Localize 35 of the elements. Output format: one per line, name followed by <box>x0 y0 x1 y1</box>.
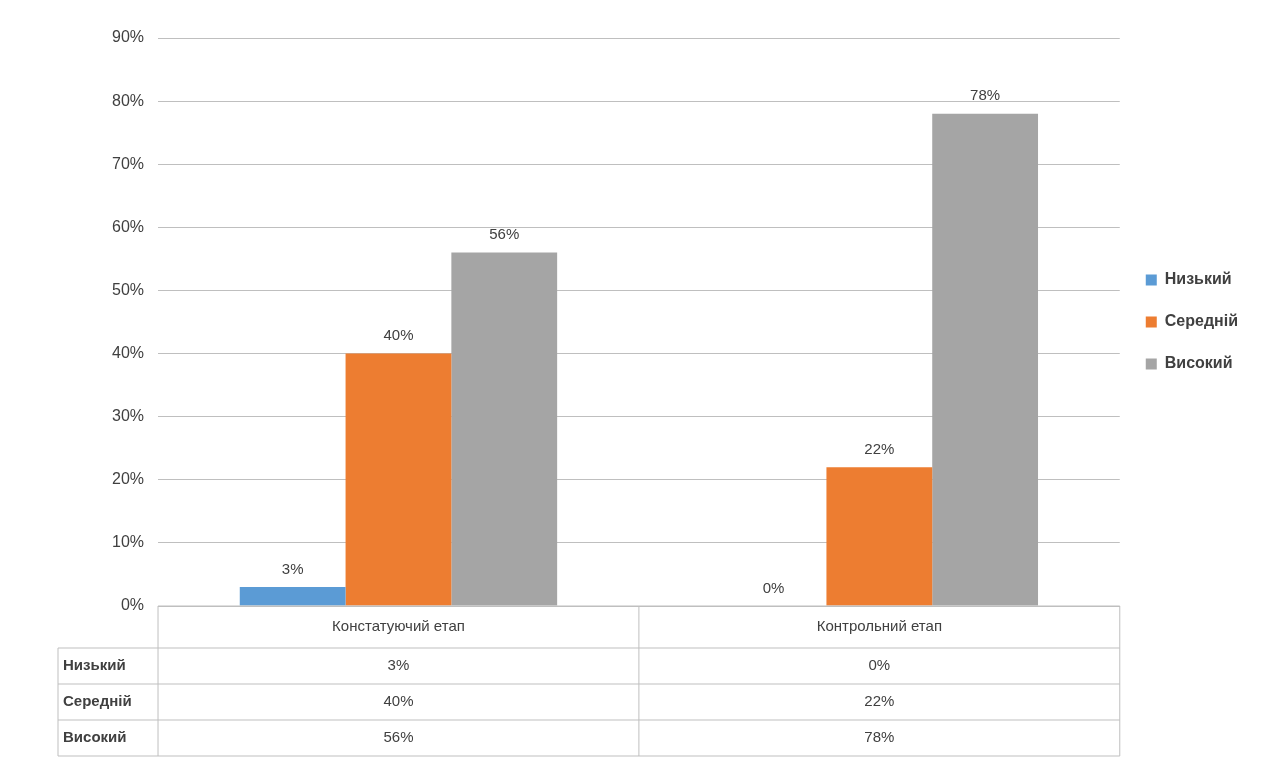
y-tick-label: 70% <box>111 154 145 172</box>
data-label: 78% <box>864 728 895 746</box>
bar <box>932 113 1039 606</box>
data-label: 22% <box>864 692 895 710</box>
legend-label: Середній <box>1164 312 1239 330</box>
data-label: 0% <box>868 656 891 674</box>
text: 78% <box>970 86 1001 104</box>
bar <box>239 587 346 606</box>
y-tick-label: 40% <box>111 343 145 361</box>
legend-label: Високий <box>1164 354 1233 372</box>
text: Високий <box>63 728 127 746</box>
y-tick-label: 20% <box>111 470 145 488</box>
x-tick-label: Контрольний етап <box>816 617 943 635</box>
y-tick-label: 60% <box>111 217 145 235</box>
text: Низький <box>63 656 126 674</box>
bar <box>451 252 558 606</box>
text: 40% <box>383 326 414 344</box>
text: 0% <box>762 578 785 596</box>
y-tick-label: 0% <box>120 596 145 614</box>
legend-label: Низький <box>1164 270 1232 288</box>
y-tick-label: 90% <box>111 28 145 46</box>
data-label: 56% <box>383 728 414 746</box>
y-tick-label: 50% <box>111 280 145 298</box>
text: 22% <box>864 439 895 457</box>
data-label: 40% <box>383 692 414 710</box>
text: 3% <box>281 559 304 577</box>
y-tick-label: 30% <box>111 407 145 425</box>
y-tick-label: 80% <box>111 91 145 109</box>
bar <box>826 467 933 606</box>
text: Середній <box>63 692 132 710</box>
x-tick-label: Констатуючий етап <box>332 617 465 635</box>
bar <box>345 353 452 606</box>
data-label: 3% <box>387 656 410 674</box>
text: 56% <box>489 225 520 243</box>
y-tick-label: 10% <box>111 533 145 551</box>
